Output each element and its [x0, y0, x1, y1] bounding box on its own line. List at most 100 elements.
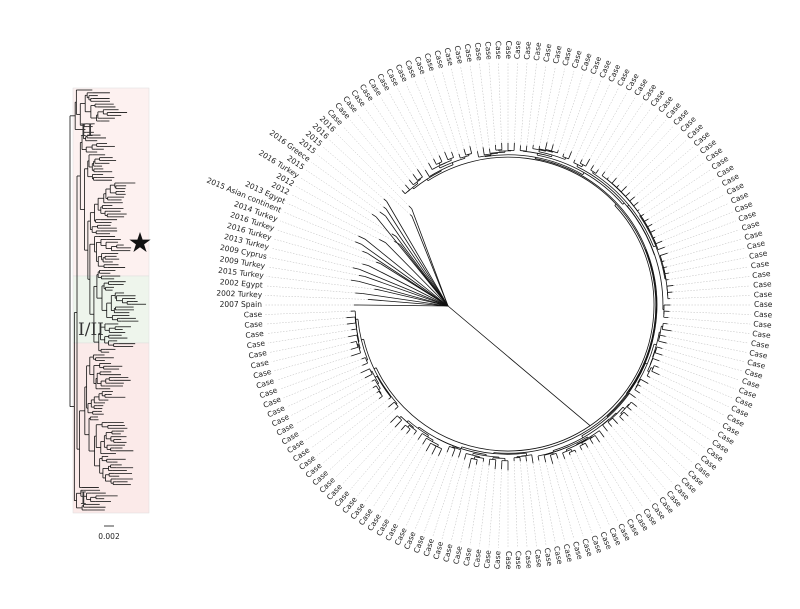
- branch: [651, 370, 654, 373]
- branch: [458, 153, 461, 158]
- leader: [342, 126, 403, 191]
- leader: [617, 423, 674, 484]
- leader: [266, 276, 375, 290]
- branch: [449, 445, 456, 449]
- leader: [460, 464, 477, 544]
- leader: [587, 447, 627, 518]
- branch: [406, 420, 409, 423]
- branch: [666, 285, 674, 287]
- branch: [635, 390, 641, 394]
- branch: [566, 439, 588, 450]
- branch: [463, 148, 466, 155]
- leader: [574, 84, 610, 160]
- branch: [375, 205, 655, 452]
- branch: [568, 452, 571, 456]
- leader: [329, 139, 411, 215]
- leader: [639, 162, 705, 210]
- branch: [391, 233, 397, 237]
- branch: [437, 438, 487, 455]
- leader: [441, 459, 465, 539]
- branch: [590, 169, 597, 174]
- branch: [647, 223, 653, 228]
- branch: [601, 171, 606, 176]
- branch: [385, 208, 449, 307]
- branch: [412, 427, 414, 429]
- leaf-label: 2002 Egypt: [219, 277, 263, 289]
- branch: [660, 334, 666, 337]
- leader: [274, 238, 363, 265]
- branch: [438, 155, 442, 161]
- branch: [576, 164, 579, 167]
- leader: [317, 398, 389, 456]
- leader: [668, 266, 749, 280]
- clade-label: I/II: [78, 320, 104, 340]
- branch: [638, 384, 641, 387]
- leaf-label: 2002 Turkey: [216, 289, 263, 300]
- leader: [300, 387, 373, 433]
- leader: [618, 126, 674, 186]
- branch: [471, 457, 478, 461]
- leader: [520, 62, 528, 146]
- branch: [351, 328, 356, 331]
- branch: [465, 453, 467, 456]
- leader: [329, 409, 396, 471]
- branch: [374, 379, 381, 389]
- leader: [604, 108, 651, 172]
- branch: [408, 179, 414, 185]
- branch: [580, 159, 583, 163]
- branch: [466, 453, 480, 457]
- leader: [546, 68, 565, 143]
- leader: [649, 377, 725, 416]
- branch: [424, 169, 429, 176]
- branch: [425, 444, 431, 452]
- branch: [367, 252, 449, 307]
- leader: [265, 285, 356, 294]
- branch: [427, 435, 429, 438]
- leader: [643, 169, 711, 215]
- circular-tree: [265, 62, 751, 548]
- leader: [269, 257, 360, 276]
- leaf-label: Case: [752, 269, 772, 280]
- branch: [388, 397, 391, 400]
- leaf-label: Case: [245, 329, 265, 340]
- branch: [433, 158, 437, 164]
- branch: [655, 365, 659, 368]
- leader: [276, 355, 352, 381]
- leaf-label: Case: [533, 549, 544, 569]
- branch: [375, 385, 382, 394]
- leader: [451, 68, 471, 147]
- branch: [537, 154, 624, 205]
- branch: [633, 202, 639, 207]
- leader: [634, 147, 693, 197]
- leaf-label: Case: [551, 44, 563, 64]
- leader: [662, 354, 740, 381]
- leader: [669, 311, 751, 315]
- leader: [569, 454, 602, 530]
- branch: [395, 403, 398, 405]
- branch: [348, 334, 356, 338]
- branch: [407, 425, 410, 428]
- branch: [444, 151, 448, 160]
- branch: [354, 310, 358, 328]
- branch: [611, 177, 617, 184]
- branch: [396, 406, 399, 408]
- leader: [365, 434, 415, 502]
- leader: [666, 342, 745, 362]
- branch: [494, 461, 497, 470]
- branch: [357, 344, 361, 354]
- branch: [383, 206, 387, 210]
- leader: [520, 461, 528, 548]
- branch: [544, 142, 548, 150]
- leader: [670, 295, 751, 299]
- leaf-label: Case: [754, 290, 773, 300]
- branch: [412, 174, 417, 179]
- branch: [587, 436, 589, 439]
- branch: [359, 268, 449, 307]
- branch: [596, 437, 600, 443]
- branch: [350, 279, 359, 282]
- branch: [563, 454, 566, 460]
- branch: [581, 442, 583, 445]
- branch: [650, 229, 656, 233]
- branch: [556, 454, 559, 459]
- branch: [351, 353, 359, 357]
